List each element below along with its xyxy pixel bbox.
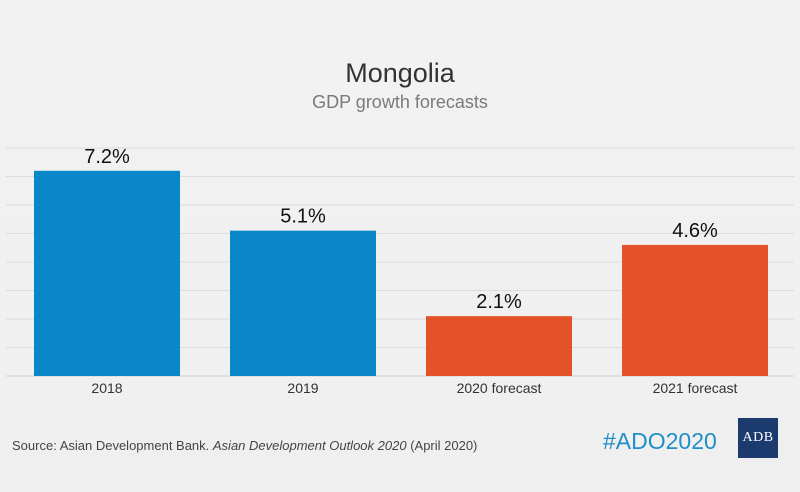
source-note: Source: Asian Development Bank. Asian De… (12, 438, 477, 453)
source-suffix: (April 2020) (406, 438, 478, 453)
x-tick-label: 2019 (287, 380, 318, 396)
data-label: 5.1% (280, 206, 326, 228)
adb-logo: ADB (738, 418, 778, 458)
data-label: 2.1% (476, 291, 522, 313)
data-label: 7.2% (84, 146, 130, 168)
bar (230, 230, 376, 376)
bar (34, 170, 180, 376)
bar (426, 316, 572, 376)
chart-subtitle: GDP growth forecasts (312, 92, 488, 112)
x-tick-label: 2020 forecast (457, 380, 542, 396)
bar (622, 244, 768, 376)
source-title: Asian Development Outlook 2020 (212, 438, 407, 453)
chart-title: Mongolia (345, 58, 455, 88)
data-label: 4.6% (672, 220, 718, 242)
x-tick-label: 2018 (91, 380, 122, 396)
source-prefix: Source: Asian Development Bank. (12, 438, 213, 453)
x-tick-label: 2021 forecast (653, 380, 738, 396)
hashtag: #ADO2020 (603, 428, 717, 454)
